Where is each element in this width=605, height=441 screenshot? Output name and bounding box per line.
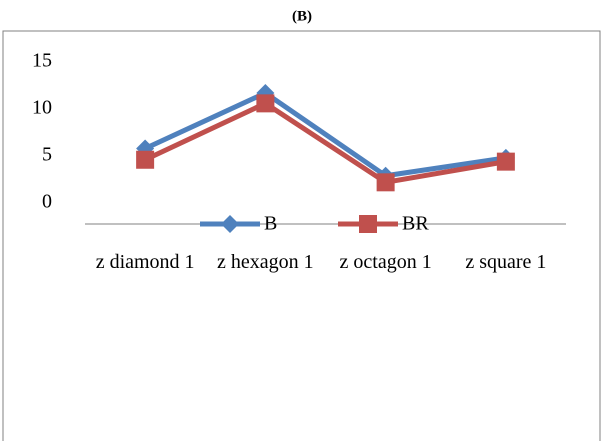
x-tick-label: z hexagon 1 [217, 251, 314, 273]
x-tick-label: z square 1 [465, 251, 547, 273]
y-tick-label: 5 [42, 144, 52, 166]
legend-marker [359, 215, 377, 233]
point [136, 150, 155, 169]
y-tick-label: 0 [42, 191, 52, 213]
legend-label: BR [402, 213, 429, 235]
point [256, 94, 275, 113]
x-tick-label: z octagon 1 [339, 251, 432, 273]
series-line [144, 90, 507, 179]
legend-label: B [264, 213, 277, 235]
series-line [144, 100, 507, 185]
y-tick-label: 10 [32, 97, 52, 119]
chart-frame [2, 30, 601, 441]
chart-title: (B) [292, 8, 312, 24]
legend-marker [221, 215, 239, 233]
point [376, 173, 395, 192]
y-tick-label: 15 [32, 50, 52, 72]
x-tick-label: z diamond 1 [95, 251, 195, 273]
point [496, 152, 515, 171]
